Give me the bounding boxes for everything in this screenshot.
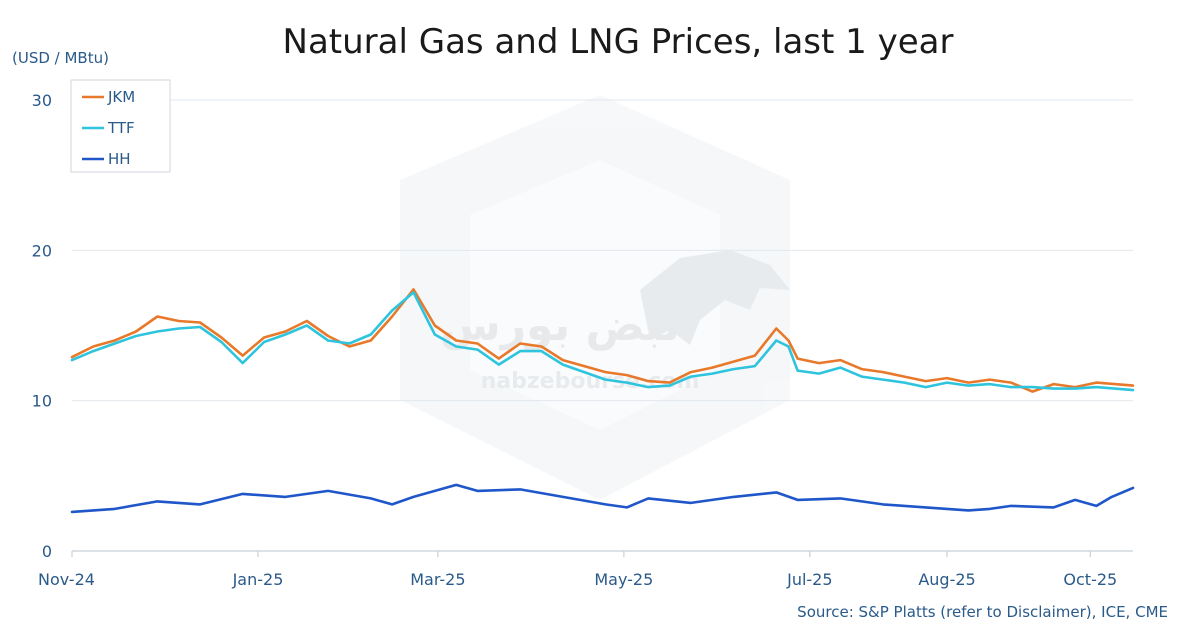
y-tick-label: 30 [32, 91, 52, 110]
legend-label-jkm: JKM [107, 88, 135, 106]
series-line-hh [70, 483, 1135, 514]
x-tick-label: Aug-25 [918, 570, 975, 589]
legend-box [70, 79, 171, 173]
x-tick-label: Mar-25 [410, 570, 465, 589]
series-line-jkm [70, 288, 1135, 393]
watermark: نبض بورس nabzebourse.com [400, 95, 790, 500]
gridlines [72, 99, 1133, 402]
y-tick-label: 10 [32, 392, 52, 411]
watermark-text-fa: نبض بورس [440, 300, 680, 351]
y-tick-label: 0 [42, 542, 52, 561]
watermark-inner-shape [470, 160, 720, 430]
chart-title: Natural Gas and LNG Prices, last 1 year [283, 22, 954, 62]
y-tick-label: 20 [32, 241, 52, 260]
x-tick-label: May-25 [594, 570, 653, 589]
legend-label-hh: HH [108, 150, 131, 168]
legend: JKM TTF HH [70, 79, 171, 173]
x-tick-label: Jul-25 [786, 570, 832, 589]
x-tick-label: Oct-25 [1063, 570, 1117, 589]
x-tick-label: Jan-25 [232, 570, 284, 589]
series-lines [70, 288, 1135, 514]
legend-label-ttf: TTF [107, 119, 135, 137]
y-axis-unit-label: (USD / MBtu) [12, 49, 109, 67]
source-note: Source: S&P Platts (refer to Disclaimer)… [797, 603, 1168, 621]
axes: 0 10 20 30 Nov-24 Jan-25 Mar-25 May-25 Jul-25 Aug… [32, 91, 1133, 589]
bull-logo-icon [640, 250, 790, 345]
x-tick-label: Nov-24 [38, 570, 95, 589]
series-line-ttf [70, 291, 1135, 392]
